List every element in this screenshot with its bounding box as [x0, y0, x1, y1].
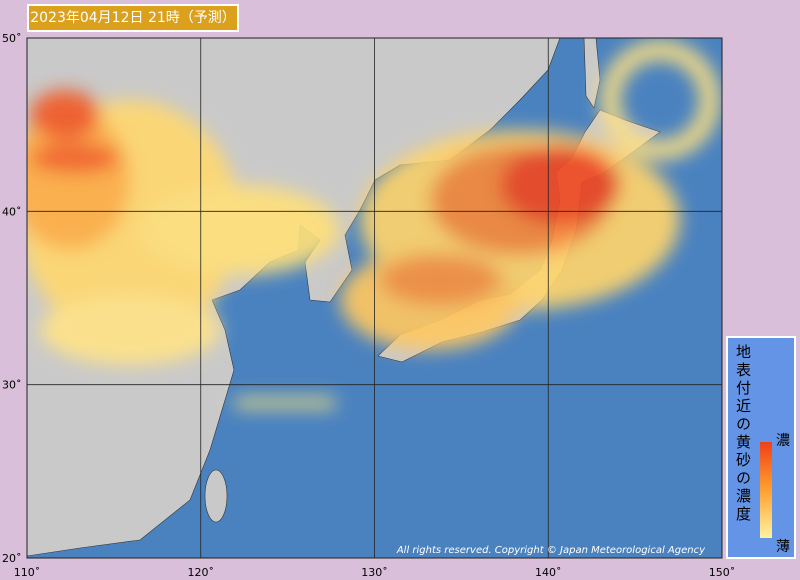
lon-label: 130˚	[361, 566, 388, 579]
legend: 地表付近の黄砂の濃度 濃 薄	[726, 336, 796, 559]
dust	[27, 40, 720, 408]
title: 2023年04月12日 21時（予測）	[27, 4, 239, 32]
legend-title: 地表付近の黄砂の濃度	[734, 344, 752, 524]
lat-label: 30˚	[2, 379, 22, 392]
lat-label: 40˚	[2, 205, 22, 218]
map-body	[27, 38, 722, 558]
taiwan	[204, 469, 228, 523]
legend-bar	[760, 442, 772, 538]
legend-high: 濃	[776, 433, 790, 449]
lon-label: 150˚	[709, 566, 736, 579]
lon-label: 110˚	[14, 566, 41, 579]
credit: All rights reserved. Copyright © Japan M…	[396, 545, 706, 556]
legend-low: 薄	[776, 539, 790, 555]
lon-label: 120˚	[188, 566, 215, 579]
lat-label: 20˚	[2, 552, 22, 565]
sakhalin	[583, 38, 601, 109]
lat-label: 50˚	[2, 32, 22, 45]
lon-label: 140˚	[535, 566, 562, 579]
